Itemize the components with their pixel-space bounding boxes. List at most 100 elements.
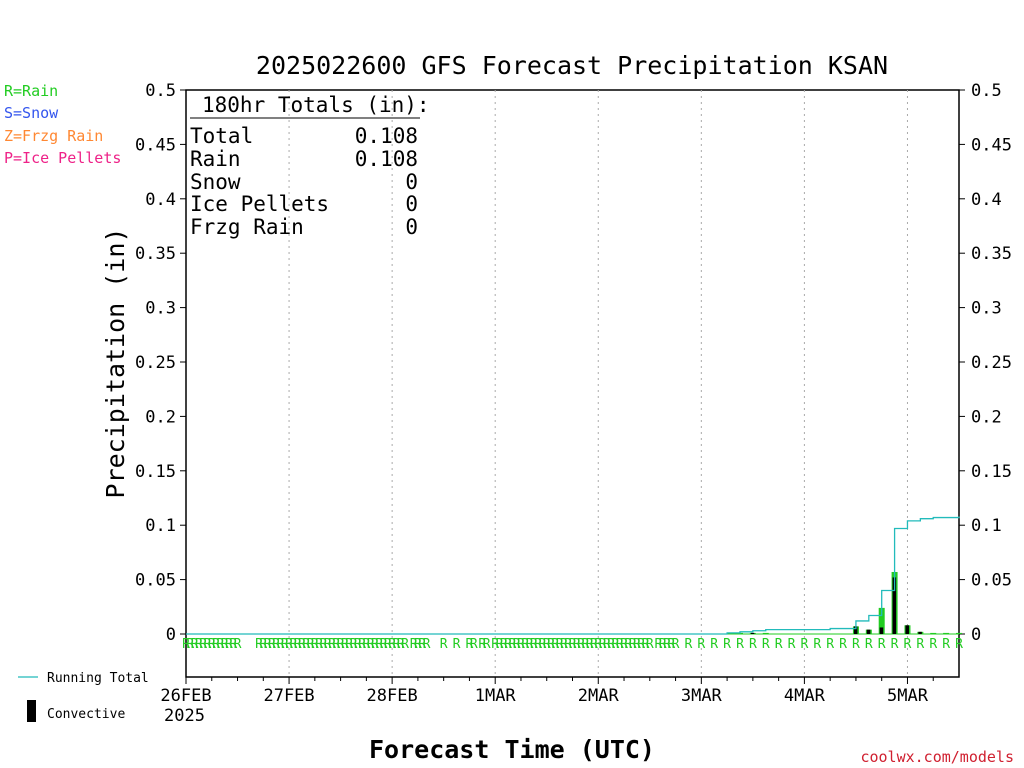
convective-bar bbox=[866, 629, 871, 634]
precip-type-symbol: R bbox=[736, 637, 744, 652]
precip-type-symbol: R bbox=[852, 637, 860, 652]
precip-bar bbox=[943, 632, 950, 634]
x-tick-label: 2MAR bbox=[578, 686, 620, 706]
precip-type-symbol: R bbox=[204, 637, 212, 652]
y-tick-label-right: 0.4 bbox=[971, 190, 1002, 210]
precip-type-symbol: R bbox=[633, 637, 641, 652]
precip-type-symbol: R bbox=[543, 637, 551, 652]
precip-type-symbol: R bbox=[345, 637, 353, 652]
precip-type-symbol: R bbox=[539, 637, 547, 652]
y-tick-label-left: 0.35 bbox=[135, 244, 176, 264]
precip-type-symbol: R bbox=[878, 637, 886, 652]
precip-type-symbol: R bbox=[182, 637, 190, 652]
precip-type-symbol: R bbox=[423, 637, 431, 652]
precip-type-symbol: R bbox=[942, 637, 950, 652]
precip-type-symbol: R bbox=[221, 637, 229, 652]
totals-frzg-rain-label: Frzg Rain bbox=[190, 215, 304, 239]
precip-type-symbol: R bbox=[654, 637, 662, 652]
precip-type-symbol: R bbox=[268, 637, 276, 652]
totals-ice-pellets-label: Ice Pellets bbox=[190, 192, 329, 216]
precip-bar bbox=[878, 607, 885, 634]
running-total-line bbox=[186, 516, 960, 635]
y-tick-label-left: 0.1 bbox=[145, 516, 176, 536]
precip-type-symbol: R bbox=[414, 637, 422, 652]
key-freezing-rain: Z=Frzg Rain bbox=[4, 127, 103, 145]
totals-ice-pellets-value: 0 bbox=[405, 192, 418, 216]
totals-rain-value: 0.108 bbox=[355, 147, 418, 171]
precip-type-symbol: R bbox=[367, 637, 375, 652]
precip-type-symbol: R bbox=[663, 637, 671, 652]
precip-type-symbol: R bbox=[637, 637, 645, 652]
precip-type-symbol: R bbox=[186, 637, 194, 652]
precip-type-symbol: R bbox=[551, 637, 559, 652]
precip-type-symbol: R bbox=[685, 637, 693, 652]
precip-type-symbol: R bbox=[328, 637, 336, 652]
precip-type-symbol: R bbox=[629, 637, 637, 652]
series-legend: Running Total Convective bbox=[18, 671, 149, 722]
totals-box: 180hr Totals (in): Total 0.108 Rain 0.10… bbox=[190, 93, 430, 239]
precip-type-symbol: R bbox=[341, 637, 349, 652]
precip-type-symbol: R bbox=[491, 637, 499, 652]
precip-type-symbol: R bbox=[255, 637, 263, 652]
x-tick-label: 26FEB bbox=[160, 686, 211, 706]
precip-type-symbol: R bbox=[289, 637, 297, 652]
y-tick-label-right: 0.35 bbox=[971, 244, 1012, 264]
precip-type-symbol: R bbox=[530, 637, 538, 652]
precip-type-symbol: R bbox=[521, 637, 529, 652]
convective-bar bbox=[892, 577, 897, 634]
key-ice-pellets: P=Ice Pellets bbox=[4, 149, 121, 167]
precip-type-symbol: R bbox=[891, 637, 899, 652]
precip-type-symbol: R bbox=[294, 637, 302, 652]
precip-type-symbol: R bbox=[646, 637, 654, 652]
x-tick-label: 3MAR bbox=[681, 686, 723, 706]
y-axis-label: Precipitation (in) bbox=[101, 228, 130, 499]
precip-type-symbol: R bbox=[642, 637, 650, 652]
precip-type-symbol: R bbox=[723, 637, 731, 652]
precip-type-symbol: R bbox=[320, 637, 328, 652]
precip-type-symbol: R bbox=[470, 637, 478, 652]
precip-type-symbol: R bbox=[388, 637, 396, 652]
key-rain: R=Rain bbox=[4, 82, 58, 100]
plot-frame bbox=[185, 89, 960, 678]
precip-type-symbol: R bbox=[410, 637, 418, 652]
precip-type-symbol: R bbox=[418, 637, 426, 652]
convective-bar bbox=[918, 631, 922, 634]
x-axis-label: Forecast Time (UTC) bbox=[369, 735, 655, 764]
precip-type-symbol: R bbox=[302, 637, 310, 652]
grid-lines bbox=[186, 90, 959, 677]
precip-type-symbol: R bbox=[667, 637, 675, 652]
convective-legend-label: Convective bbox=[47, 707, 125, 722]
precip-type-symbol: R bbox=[865, 637, 873, 652]
y-tick-label-left: 0 bbox=[166, 625, 176, 645]
precip-type-symbol: R bbox=[564, 637, 572, 652]
precip-type-symbol: R bbox=[916, 637, 924, 652]
precip-type-symbol: R bbox=[762, 637, 770, 652]
precip-type-symbol: R bbox=[277, 637, 285, 652]
precip-type-symbol: R bbox=[307, 637, 315, 652]
convective-bars bbox=[750, 577, 922, 634]
chart-title: 2025022600 GFS Forecast Precipitation KS… bbox=[256, 51, 888, 80]
precip-type-symbol: R bbox=[393, 637, 401, 652]
precip-type-symbol: R bbox=[616, 637, 624, 652]
precip-type-symbol: R bbox=[371, 637, 379, 652]
precip-type-symbol: R bbox=[384, 637, 392, 652]
precip-type-symbol: R bbox=[401, 637, 409, 652]
precip-type-symbol: R bbox=[697, 637, 705, 652]
precip-type-symbol: R bbox=[362, 637, 370, 652]
precip-type-symbol: R bbox=[607, 637, 615, 652]
totals-snow-label: Snow bbox=[190, 170, 241, 194]
y-tick-label-right: 0.3 bbox=[971, 299, 1002, 319]
precip-type-symbol: R bbox=[466, 637, 474, 652]
precip-type-symbol: R bbox=[285, 637, 293, 652]
precip-type-symbol: R bbox=[672, 637, 680, 652]
precip-type-symbol: R bbox=[599, 637, 607, 652]
precip-type-symbol: R bbox=[508, 637, 516, 652]
precip-type-symbol: R bbox=[191, 637, 199, 652]
precip-type-symbol: R bbox=[500, 637, 508, 652]
precip-type-symbol: R bbox=[560, 637, 568, 652]
precip-type-symbol: R bbox=[813, 637, 821, 652]
x-tick-sublabel: 2025 bbox=[164, 706, 205, 726]
precip-type-symbol: R bbox=[264, 637, 272, 652]
precip-type-symbol: R bbox=[496, 637, 504, 652]
